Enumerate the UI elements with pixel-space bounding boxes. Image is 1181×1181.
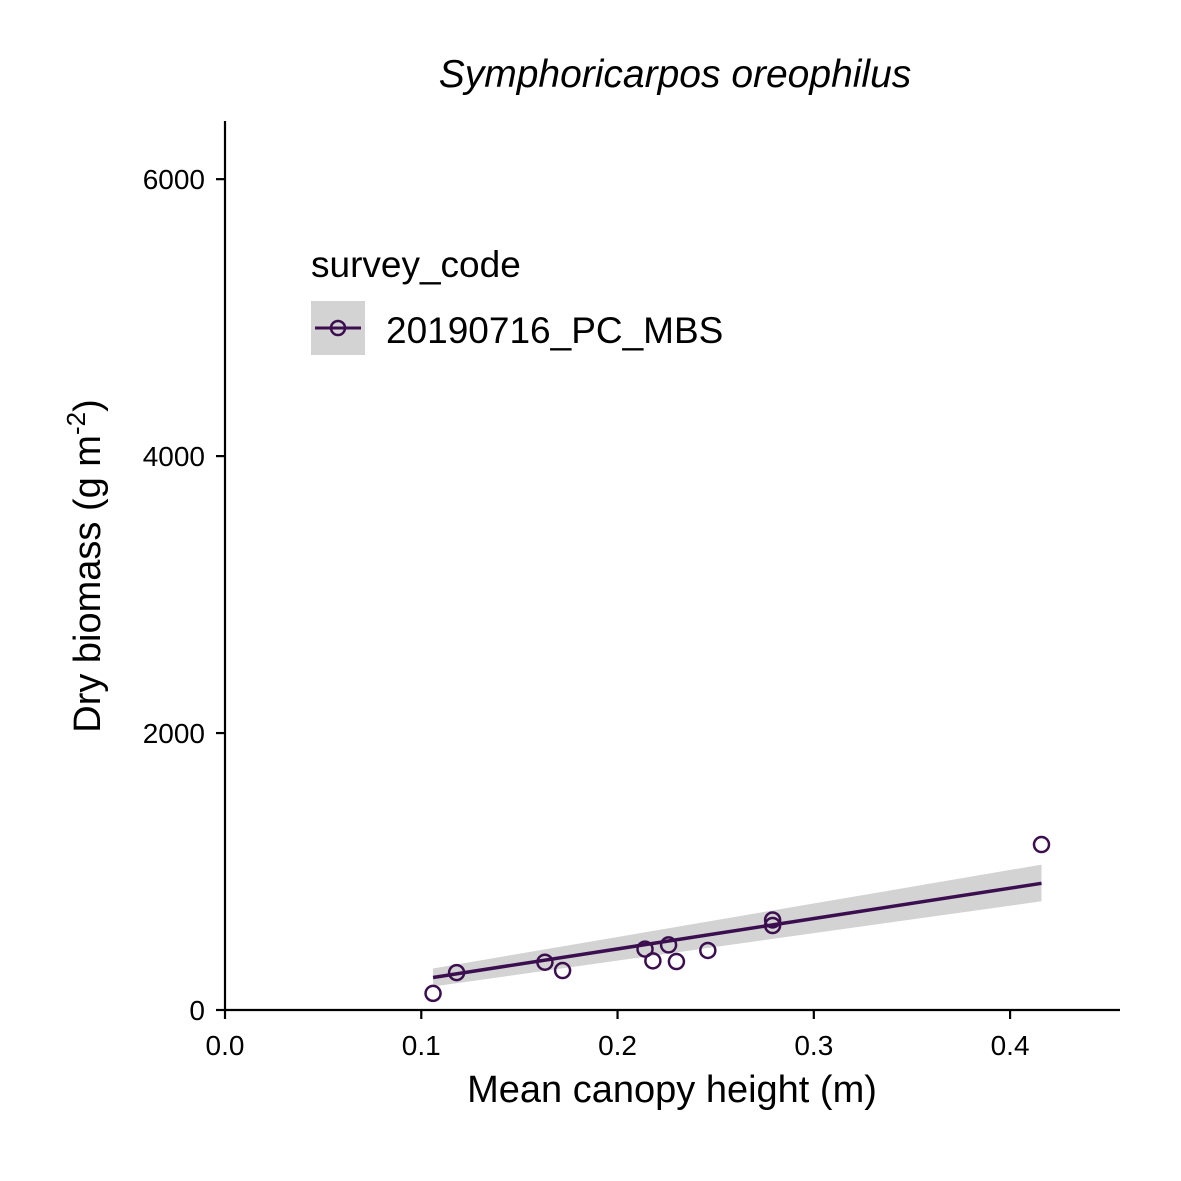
x-tick-label: 0.0 (206, 1030, 245, 1061)
x-axis-title: Mean canopy height (m) (467, 1069, 877, 1111)
x-tick-label: 0.1 (402, 1030, 441, 1061)
data-point (553, 961, 572, 980)
data-point (1032, 835, 1051, 854)
y-axis-title-superscript: -2 (61, 412, 91, 435)
y-tick-label: 4000 (143, 441, 205, 472)
x-tick-label: 0.2 (598, 1030, 637, 1061)
regression-line (432, 881, 1042, 980)
axes: 0.0 0.1 0.2 0.3 0.4 0 2000 4000 6000 (143, 121, 1120, 1061)
data-point (699, 941, 717, 960)
y-tick-label: 0 (189, 995, 205, 1026)
x-tick-label: 0.4 (991, 1030, 1030, 1061)
legend-title: survey_code (311, 244, 521, 285)
data-point (536, 953, 554, 971)
data-point (644, 952, 662, 970)
data-point (659, 936, 678, 954)
data-point (424, 984, 442, 1003)
data-point (763, 911, 782, 929)
data-point (636, 940, 654, 958)
data-point (763, 916, 782, 935)
confidence-band (433, 864, 1042, 987)
legend: survey_code 20190716_PC_MBS (311, 244, 723, 355)
y-axis-title: Dry biomass (g m-2) (61, 399, 109, 733)
y-axis-title-main: Dry biomass (g m (67, 435, 109, 733)
chart-title: Symphoricarpos oreophilus (439, 53, 912, 96)
legend-key-marker (329, 319, 347, 337)
data-point (447, 963, 466, 982)
x-tick-label: 0.3 (794, 1030, 833, 1061)
y-axis-title-close: ) (67, 399, 109, 412)
y-tick-label: 2000 (143, 718, 205, 749)
data-point (667, 952, 686, 971)
legend-entry-label: 20190716_PC_MBS (386, 310, 723, 351)
plot-area (424, 835, 1051, 1003)
y-tick-label: 6000 (143, 164, 205, 195)
